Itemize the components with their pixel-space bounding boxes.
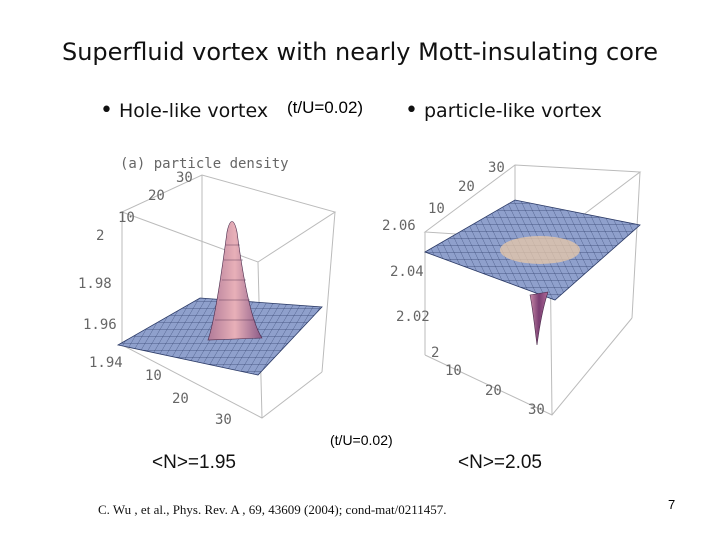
bullet-hole-like: • Hole-like vortex <box>100 98 268 123</box>
right-back-tick: 20 <box>458 179 475 195</box>
expectation-right: <N>=2.05 <box>458 452 542 473</box>
right-z-tick: 2.06 <box>382 218 416 234</box>
left-front-tick: 30 <box>215 412 232 428</box>
page-number: 7 <box>668 497 676 512</box>
left-plot-caption: (a) particle density <box>120 156 289 172</box>
right-dip <box>529 291 549 346</box>
param-mid: (t/U=0.02) <box>330 432 393 448</box>
bullet-particle-like-label: particle-like vortex <box>423 100 602 122</box>
bullet-dot-icon: • <box>405 98 418 123</box>
right-front-tick: 30 <box>528 402 545 418</box>
left-back-tick: 10 <box>118 210 135 226</box>
right-z-tick: 2.02 <box>396 309 430 325</box>
left-z-tick: 1.96 <box>83 317 117 333</box>
right-back-tick: 30 <box>488 160 505 176</box>
right-front-tick: 20 <box>485 383 502 399</box>
left-back-tick: 30 <box>176 170 193 186</box>
left-z-tick: 2 <box>96 228 104 244</box>
bullet-hole-like-label: Hole-like vortex <box>118 100 269 122</box>
right-z-tick: 2.04 <box>390 264 424 280</box>
right-back-tick: 10 <box>428 201 445 217</box>
bullet-dot-icon: • <box>100 98 113 123</box>
right-z-tick: 2 <box>431 345 439 361</box>
slide-title: Superfluid vortex with nearly Mott-insul… <box>61 38 659 66</box>
left-plot-box <box>120 174 337 419</box>
citation: C. Wu , et al., Phys. Rev. A , 69, 43609… <box>98 502 447 517</box>
left-z-tick: 1.98 <box>78 276 112 292</box>
left-front-tick: 20 <box>172 391 189 407</box>
left-back-tick: 20 <box>148 188 165 204</box>
left-peak <box>207 221 263 341</box>
right-funnel-opening <box>500 236 580 264</box>
left-front-tick: 10 <box>145 368 162 384</box>
bullet-particle-like: • particle-like vortex <box>405 98 602 123</box>
expectation-left: <N>=1.95 <box>152 452 236 473</box>
left-z-tick: 1.94 <box>89 355 123 371</box>
right-front-tick: 10 <box>445 363 462 379</box>
param-top: (t/U=0.02) <box>287 98 364 117</box>
